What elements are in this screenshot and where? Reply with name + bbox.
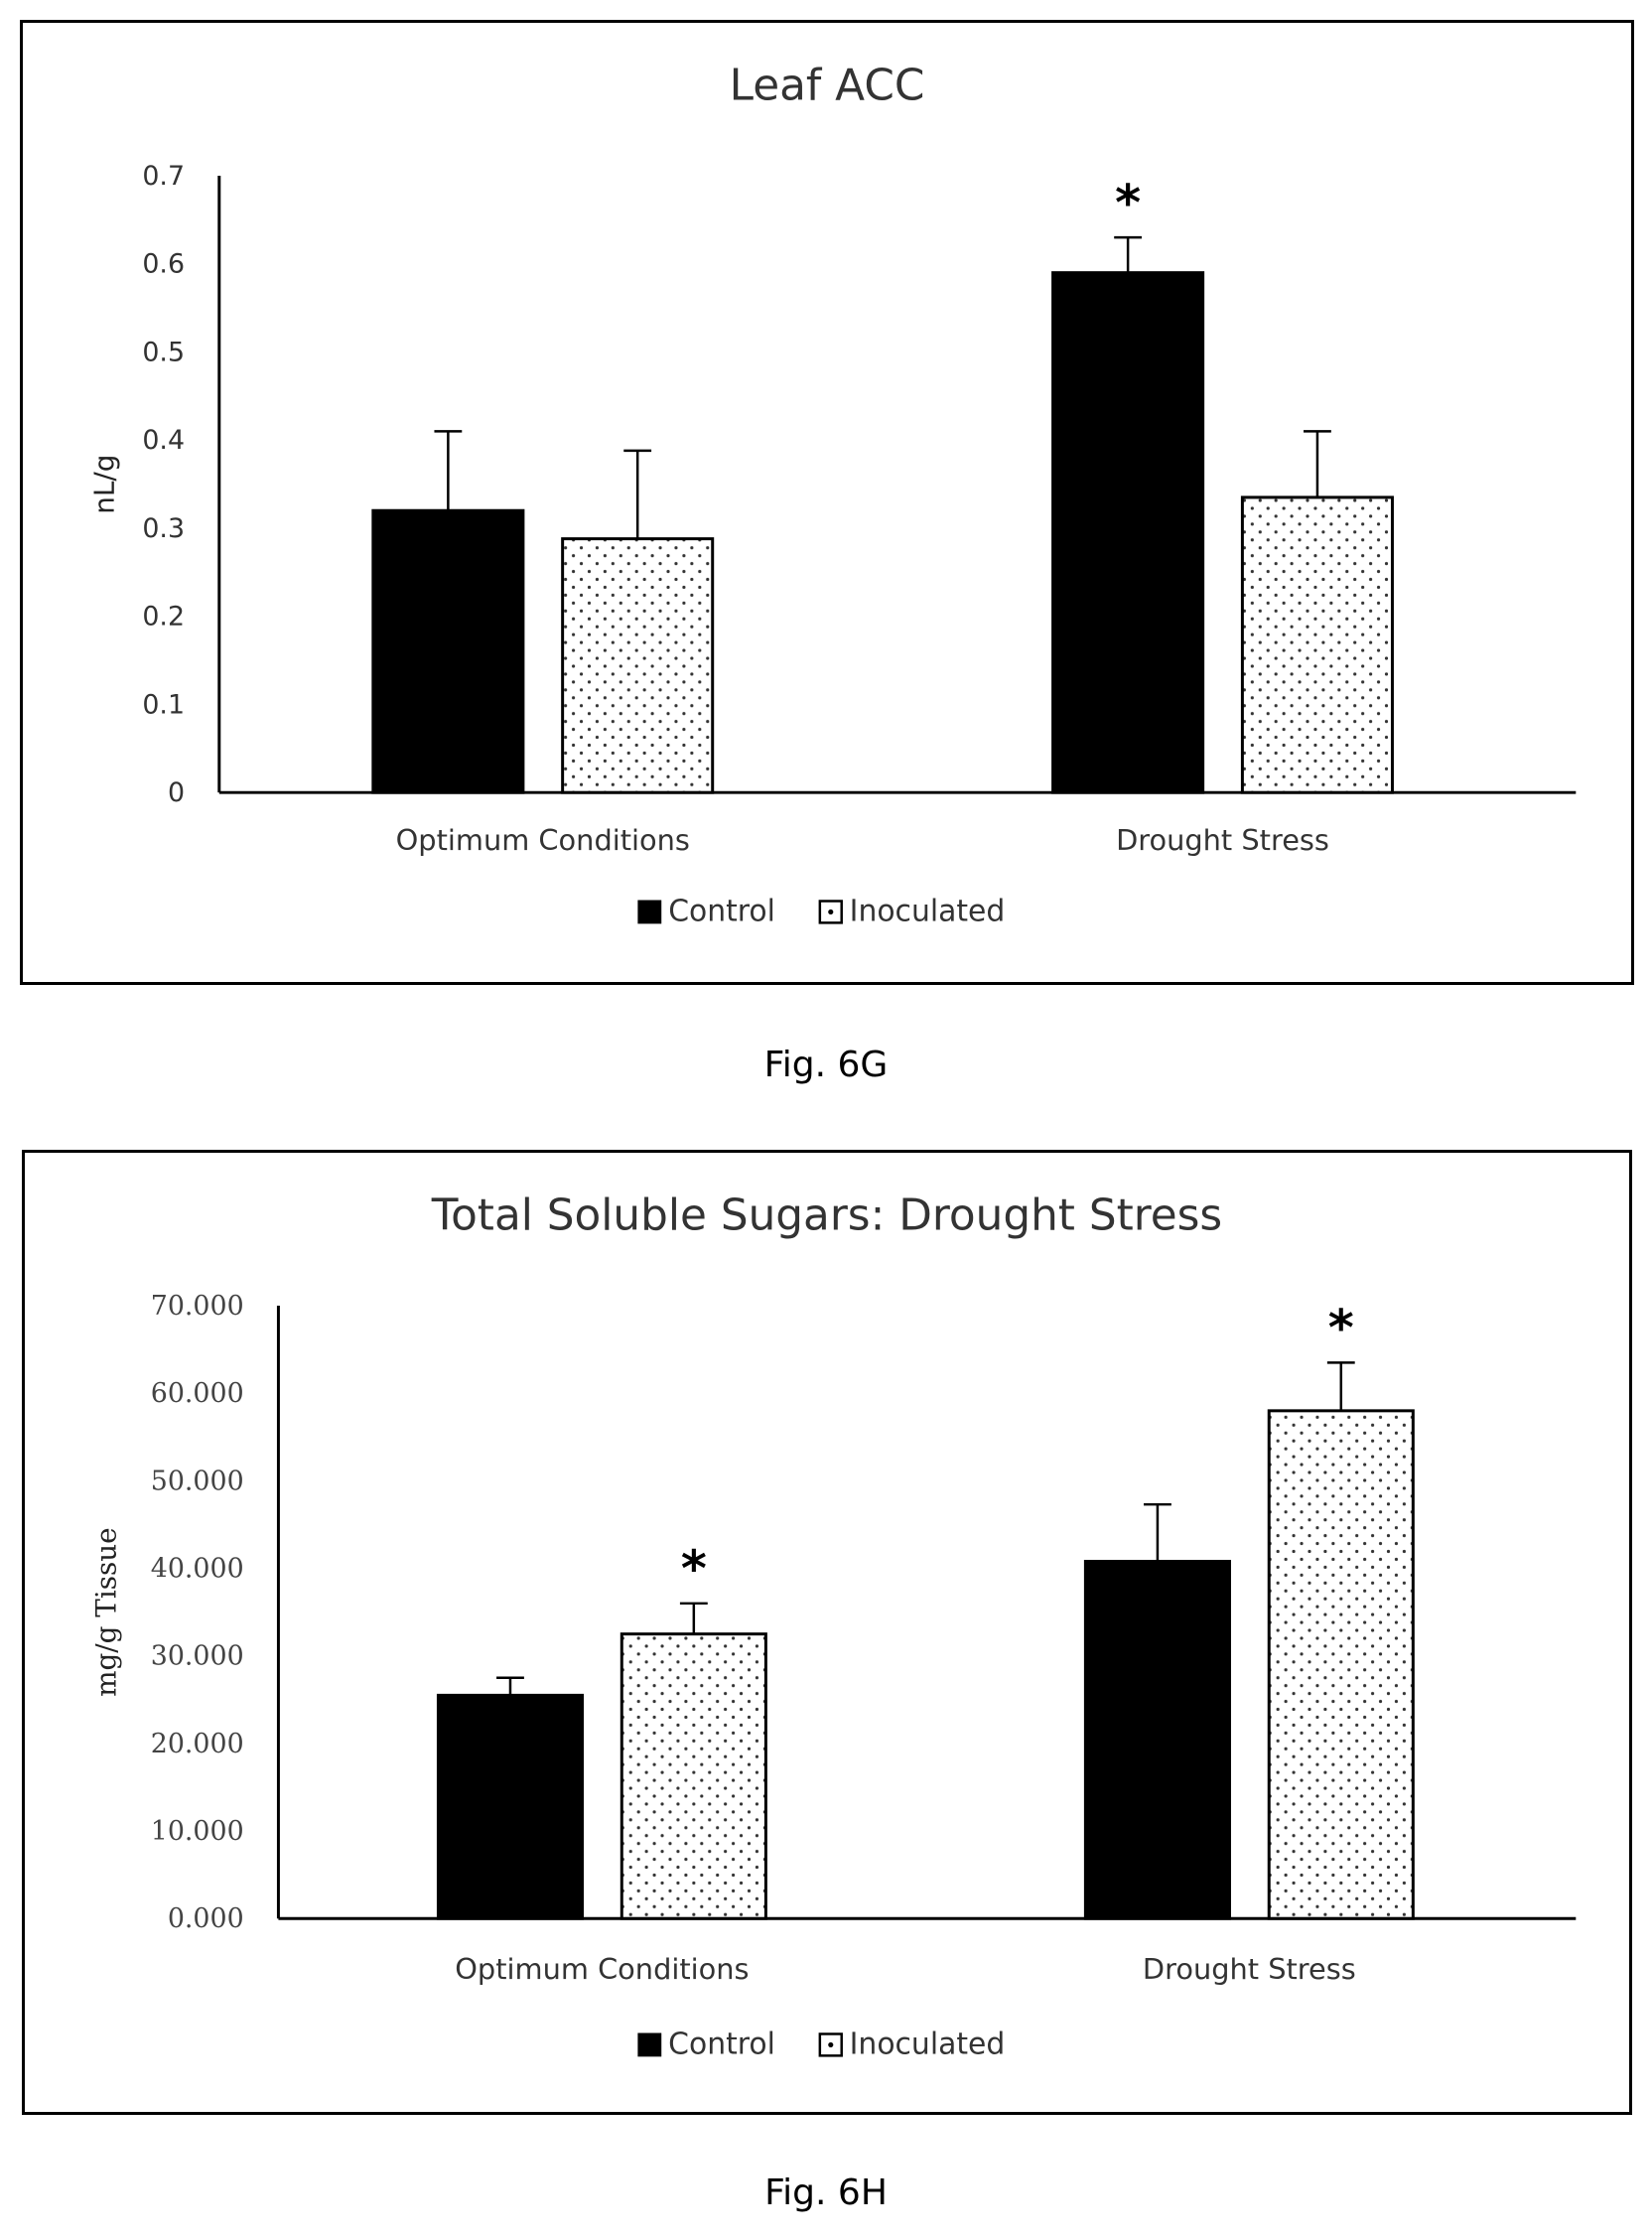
y-axis-label: nL/g [87, 455, 120, 514]
y-tick-label: 0.3 [142, 513, 185, 544]
y-tick-label: 10.000 [151, 1816, 244, 1847]
bar-inoculated-2 [1267, 1409, 1415, 1920]
chart-title: Leaf ACC [730, 61, 925, 111]
y-tick-label: 0.2 [142, 602, 185, 632]
y-tick-label: 0.000 [168, 1903, 244, 1934]
figure-caption-6g: Fig. 6G [763, 1045, 889, 1085]
y-tick-label: 40.000 [151, 1553, 244, 1584]
figure-caption-6h: Fig. 6H [764, 2172, 888, 2213]
y-tick-label: 0 [168, 777, 185, 808]
category-label: Optimum Conditions [396, 823, 690, 857]
chart-6g-svg: Leaf ACC 0 0.1 0.2 0.3 0.4 0.5 0.6 0.7 nL/g Optimu… [87, 61, 1577, 928]
significance-marker: * [681, 1540, 707, 1598]
y-axis-label: mg/g Tissue [89, 1527, 122, 1697]
category-label: Optimum Conditions [455, 1952, 749, 1986]
y-tick-label: 20.000 [151, 1729, 244, 1759]
legend-label: Inoculated [850, 894, 1006, 928]
significance-marker: * [1328, 1299, 1354, 1356]
bar-control-2 [1051, 271, 1205, 794]
y-tick-label: 60.000 [151, 1378, 244, 1409]
bar-control-1 [436, 1693, 585, 1920]
y-tick-label: 70.000 [151, 1291, 244, 1322]
legend-label: Control [668, 894, 775, 928]
y-tick-label: 0.6 [142, 249, 185, 280]
legend-swatch-control [637, 900, 662, 924]
bar-control-1 [371, 508, 525, 794]
legend-swatch-control [637, 2032, 662, 2057]
chart-title: Total Soluble Sugars: Drought Stress [431, 1190, 1222, 1241]
bar-inoculated-2 [1240, 495, 1394, 794]
chart-6h-svg: Total Soluble Sugars: Drought Stress 0.00… [89, 1190, 1577, 2061]
legend-label: Inoculated [850, 2027, 1006, 2061]
y-tick-label: 30.000 [151, 1641, 244, 1672]
y-tick-label: 50.000 [151, 1466, 244, 1496]
legend-swatch-dot [828, 909, 834, 915]
y-tick-label: 0.5 [142, 337, 185, 367]
bar-control-2 [1083, 1559, 1231, 1920]
legend-label: Control [668, 2027, 775, 2061]
y-tick-label: 0.4 [142, 425, 185, 456]
bar-inoculated-1 [620, 1632, 767, 1920]
legend-swatch-dot [828, 2041, 834, 2048]
category-label: Drought Stress [1143, 1952, 1356, 1986]
bar-inoculated-1 [561, 537, 715, 794]
y-tick-label: 0.7 [142, 161, 185, 192]
chart-panel-6g: Leaf ACC 0 0.1 0.2 0.3 0.4 0.5 0.6 0.7 nL/g Optimu… [20, 20, 1634, 985]
category-label: Drought Stress [1116, 823, 1329, 857]
y-tick-label: 0.1 [142, 689, 185, 720]
chart-panel-6h: Total Soluble Sugars: Drought Stress 0.00… [22, 1150, 1632, 2115]
significance-marker: * [1115, 174, 1141, 231]
